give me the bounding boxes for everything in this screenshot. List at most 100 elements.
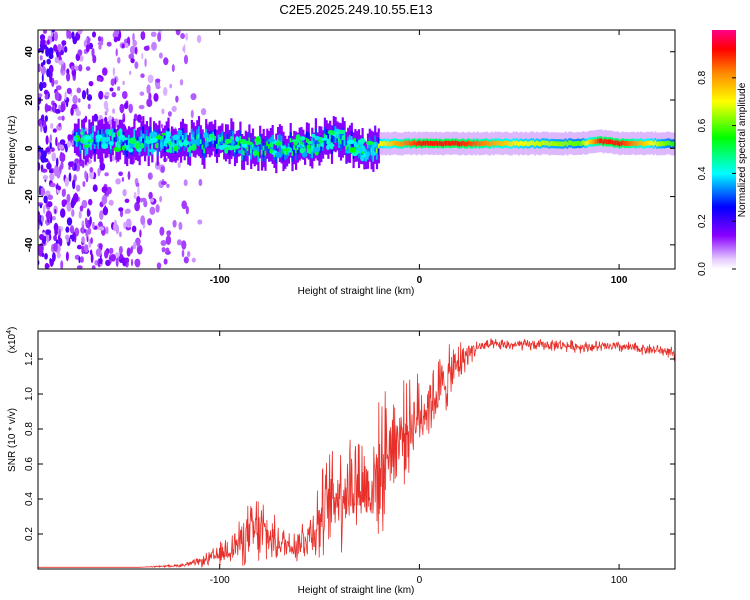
heatmap-noise-cell: [151, 41, 157, 51]
heatmap-ridge-core: [595, 139, 598, 144]
heatmap-ridge-core: [465, 141, 468, 147]
heatmap-ridge-core: [539, 141, 542, 147]
colorbar-tick-label: 0.2: [697, 214, 708, 228]
heatmap-noise-cell: [185, 205, 189, 215]
heatmap-ridge-blob: [267, 138, 275, 143]
heatmap-noise-cell: [140, 73, 145, 78]
heatmap-noise-cell: [45, 147, 51, 153]
heatmap-ridge-core: [449, 141, 452, 147]
heatmap-noise-cell: [54, 90, 60, 101]
heatmap-ridge-core: [93, 144, 96, 149]
heatmap-ridge-core: [230, 136, 233, 142]
heatmap-noise-cell: [91, 47, 95, 58]
heatmap-noise-cell: [122, 189, 127, 197]
heatmap-ridge-blob: [237, 149, 243, 154]
heatmap-ridge-core: [616, 140, 619, 146]
heatmap-noise-cell: [71, 234, 75, 242]
heatmap-noise-cell: [156, 262, 162, 269]
heatmap-noise-cell: [109, 87, 114, 92]
heatmap-noise-cell: [117, 86, 121, 91]
heatmap-noise-cell: [54, 108, 61, 114]
heatmap-ridge-core: [232, 136, 235, 142]
heatmap-noise-cell: [146, 84, 151, 94]
heatmap-ridge-core: [86, 145, 89, 151]
heatmap-frame: [37, 29, 676, 270]
heatmap-noise-cell: [65, 226, 70, 233]
heatmap-ridge-core: [629, 141, 632, 146]
heatmap-ridge-blob: [80, 131, 84, 136]
heatmap-noise-cell: [160, 166, 165, 173]
heatmap-ridge-core: [622, 140, 625, 146]
heatmap-ridge-core: [485, 140, 488, 146]
heatmap-ridge-core: [338, 137, 341, 143]
heatmap-noise-cell: [64, 177, 70, 187]
heatmap-noise-cell: [53, 242, 58, 252]
heatmap-ridge-core: [212, 135, 215, 141]
heatmap-ridge-core: [248, 137, 251, 143]
heatmap-ridge-blob: [326, 139, 331, 146]
heatmap-ridge-core: [350, 136, 353, 141]
heatmap-ridge-blob: [140, 142, 145, 149]
snr-y-tick-label: 0.4: [24, 492, 35, 506]
heatmap-noise-cell: [51, 216, 56, 221]
heatmap-ridge-core: [546, 140, 549, 146]
heatmap-ridge-core: [262, 145, 265, 151]
heatmap-ridge-core: [399, 141, 402, 147]
heatmap-ridge-core: [185, 137, 188, 143]
heatmap-ridge-core: [442, 141, 445, 147]
heatmap-noise-cell: [57, 234, 60, 241]
heatmap-ridge-blob: [371, 144, 376, 150]
heatmap-ridge-blob: [101, 138, 107, 143]
heatmap-noise-cell: [98, 257, 103, 265]
chart-title: C2E5.2025.249.10.55.E13: [279, 2, 432, 17]
heatmap-noise-cell: [39, 204, 43, 209]
heatmap-ridge-core: [543, 140, 546, 146]
snr-y-tick-label: 0.6: [24, 457, 35, 471]
heatmap-ridge-blob: [327, 130, 334, 135]
heatmap-ridge-core: [318, 143, 321, 149]
heatmap-ridge-core: [584, 141, 587, 146]
heatmap-ridge-blob: [311, 133, 316, 138]
heatmap-noise-cell: [60, 103, 66, 112]
heatmap-noise-cell: [70, 107, 74, 116]
heatmap-noise-cell: [115, 178, 121, 185]
colorbar-tick-label: 0.4: [697, 166, 708, 180]
heatmap-noise-cell: [163, 258, 168, 265]
heatmap-noise-cell: [101, 186, 108, 194]
heatmap-y-tick-label: 40: [24, 46, 35, 58]
heatmap-noise-cell: [112, 31, 118, 39]
heatmap-ridge-blob: [313, 146, 321, 153]
heatmap-ridge-core: [115, 142, 118, 147]
heatmap-noise-cell: [45, 46, 50, 57]
heatmap-noise-cell: [130, 58, 135, 64]
heatmap-noise-cell: [183, 44, 186, 54]
heatmap-ridge-core: [566, 141, 569, 147]
heatmap-noise-cell: [65, 99, 69, 108]
heatmap-ridge-core: [510, 141, 513, 147]
heatmap-noise-cell: [147, 74, 154, 84]
heatmap-ridge-blob: [190, 144, 197, 151]
heatmap-noise-cell: [175, 30, 181, 36]
heatmap-noise-cell: [42, 59, 46, 66]
heatmap-ridge-core: [481, 141, 485, 146]
heatmap-ridge-core: [293, 145, 296, 150]
heatmap-noise-cell: [60, 161, 64, 170]
heatmap-noise-cell: [66, 140, 71, 148]
heatmap-ridge-core: [559, 141, 562, 147]
heatmap-ridge-core: [300, 140, 303, 146]
heatmap-noise-cell: [57, 43, 62, 52]
heatmap-noise-cell: [43, 89, 49, 95]
heatmap-noise-cell: [97, 36, 102, 42]
heatmap-noise-cell: [58, 237, 63, 247]
heatmap-noise-cell: [106, 41, 112, 47]
heatmap-noise-cell: [155, 78, 161, 83]
heatmap-noise-cell: [87, 103, 91, 110]
heatmap-ridge-core: [370, 147, 373, 153]
heatmap-ridge-core: [575, 141, 578, 146]
heatmap-ridge-core: [526, 141, 529, 147]
heatmap-ridge-core: [286, 150, 289, 155]
heatmap-ridge-core: [401, 141, 404, 147]
heatmap-ridge-blob: [118, 134, 125, 140]
heatmap-noise-cell: [78, 98, 81, 103]
heatmap-ridge-blob: [222, 144, 230, 148]
